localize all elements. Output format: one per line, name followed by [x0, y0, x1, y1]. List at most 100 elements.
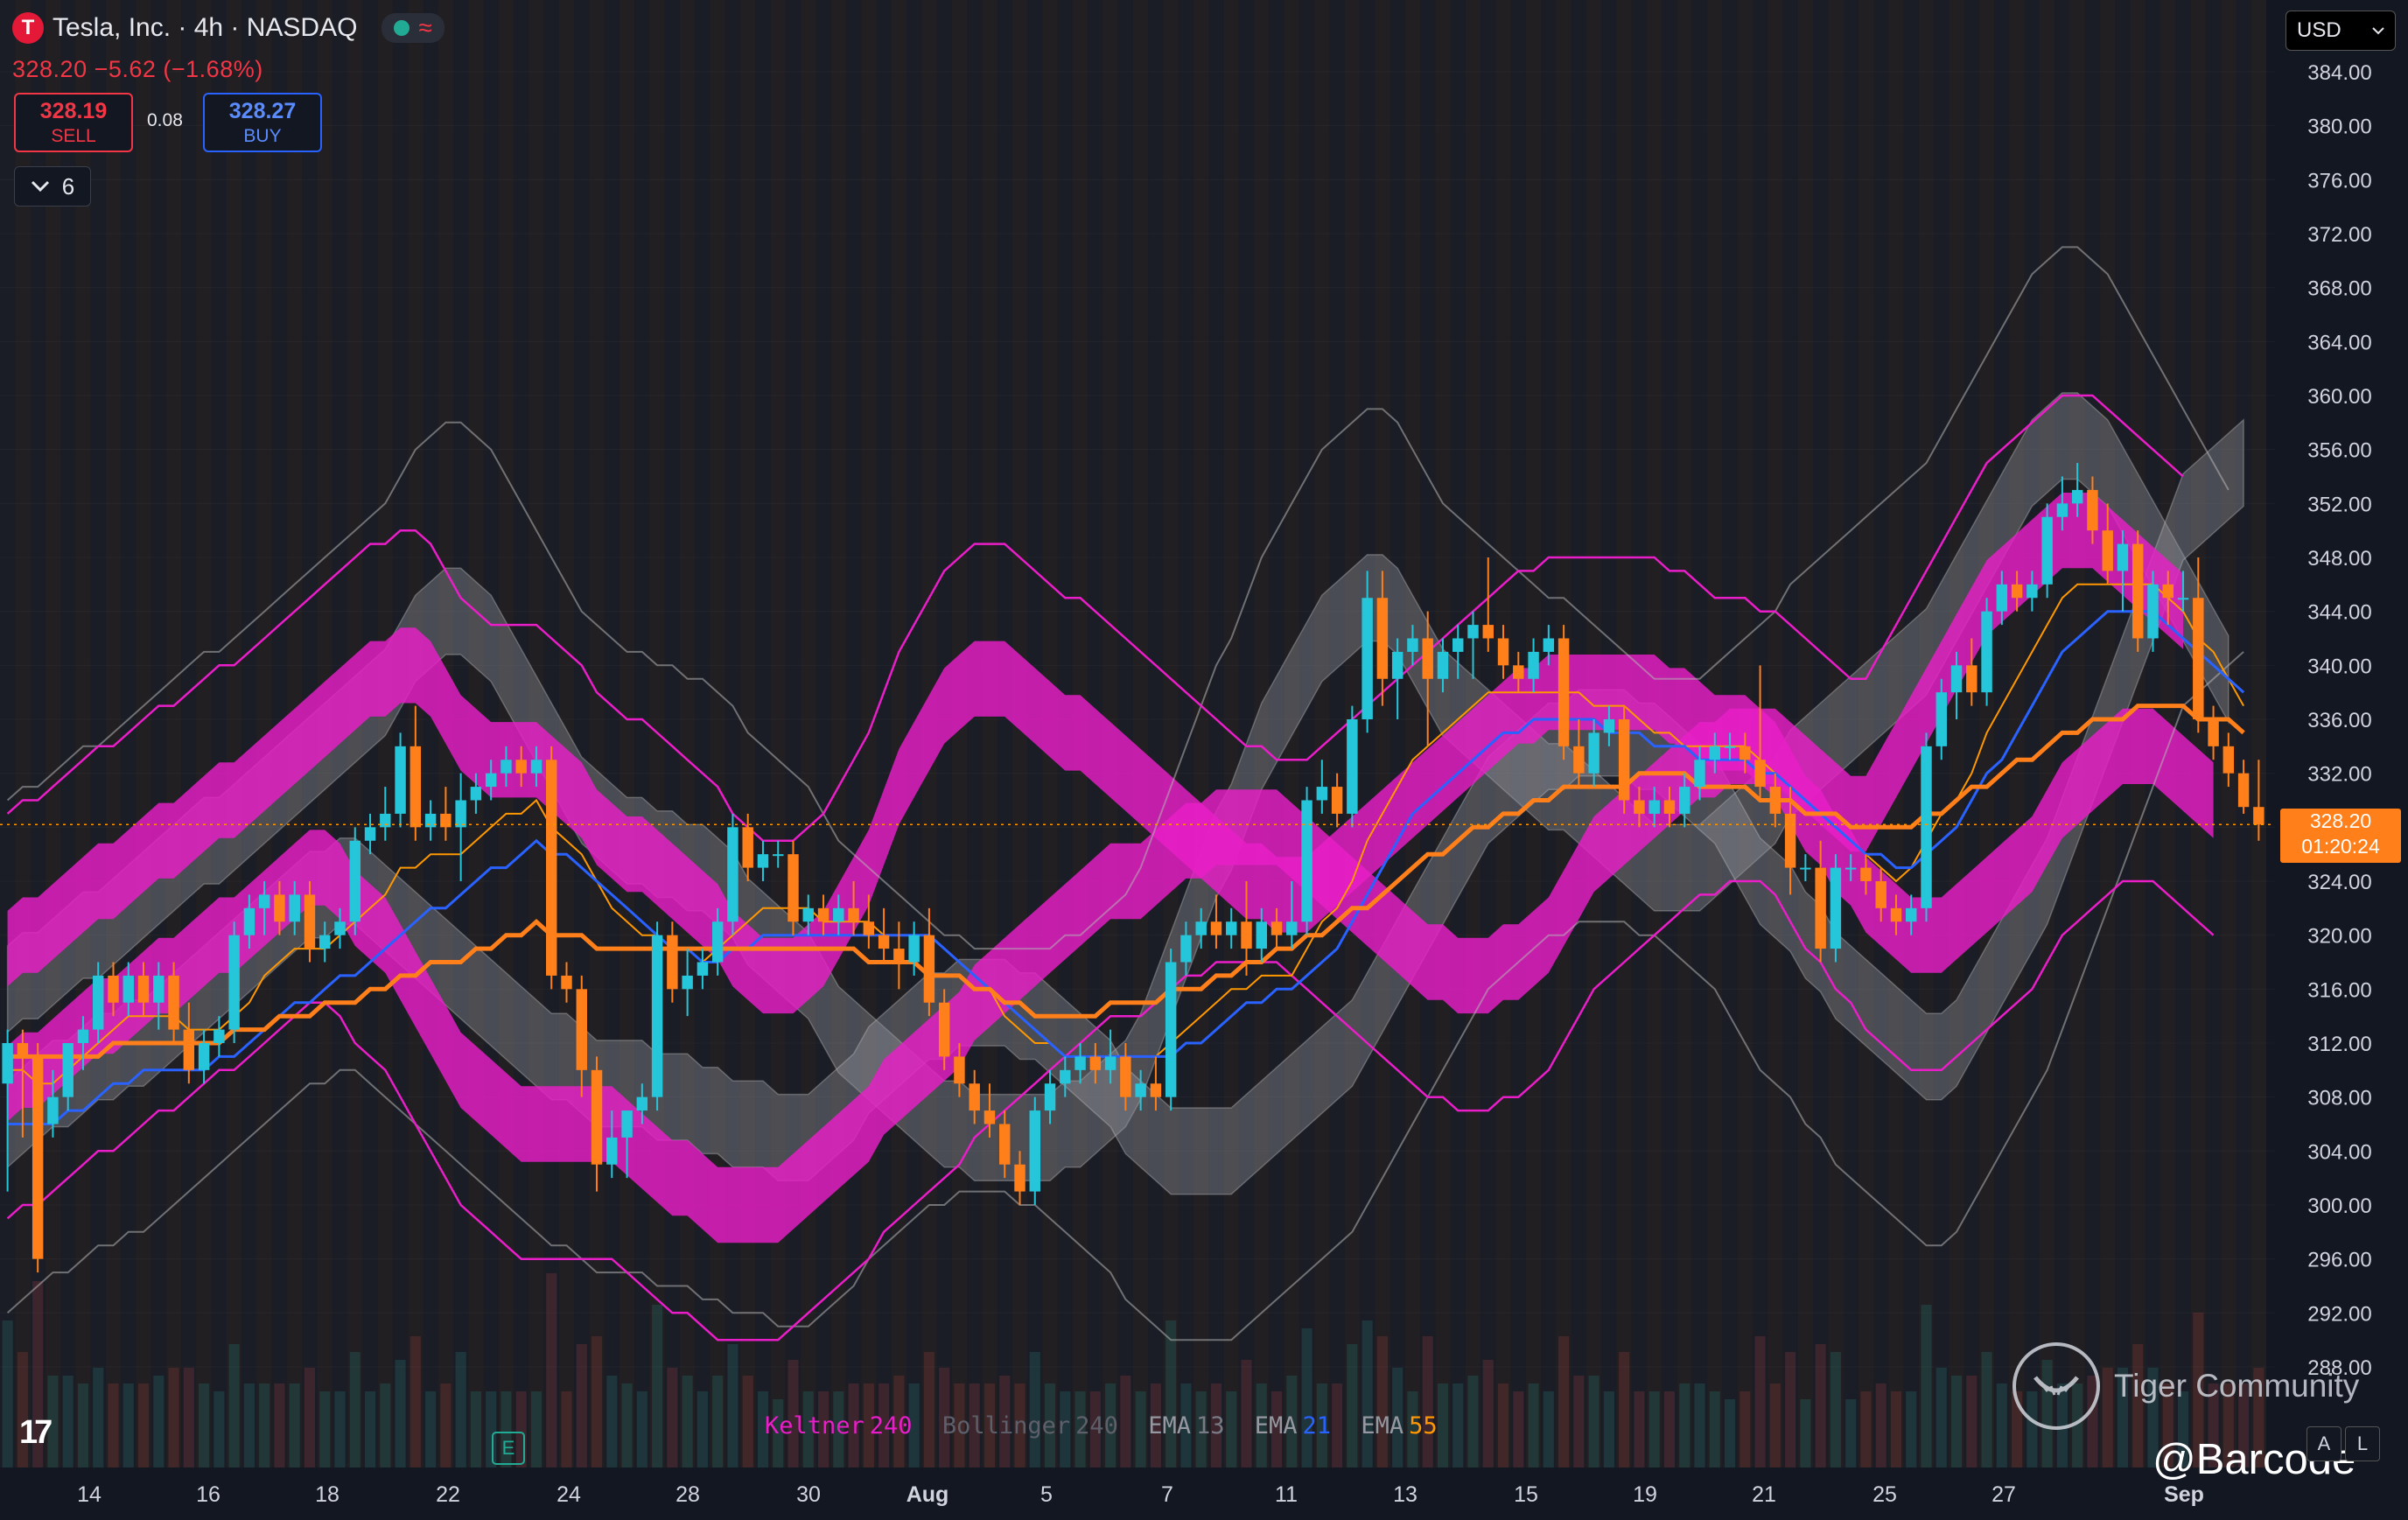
- volume-bar: [349, 1352, 360, 1467]
- candle: [938, 989, 950, 1070]
- volume-bar: [833, 1391, 844, 1467]
- candle: [1407, 625, 1418, 666]
- volume-bar: [1392, 1368, 1404, 1467]
- candle-body: [848, 907, 859, 922]
- volume-bar: [1074, 1391, 1086, 1467]
- auto-scale-button[interactable]: A: [2306, 1426, 2342, 1461]
- volume-bar: [304, 1368, 316, 1467]
- legend-ema13-name[interactable]: EMA: [1148, 1412, 1191, 1439]
- candle-body: [319, 935, 331, 949]
- volume-bar: [1740, 1391, 1751, 1467]
- candle: [32, 1043, 44, 1273]
- volume-bar: [364, 1391, 376, 1467]
- volume-bar: [2147, 1368, 2159, 1467]
- time-tick-label: 15: [1514, 1482, 1538, 1507]
- tradingview-logo[interactable]: 17: [19, 1414, 52, 1451]
- volume-bar: [1815, 1344, 1826, 1467]
- legend-ema55-name[interactable]: EMA: [1361, 1412, 1404, 1439]
- candle-body: [1663, 800, 1676, 814]
- volume-bar: [1921, 1305, 1932, 1467]
- log-scale-button[interactable]: L: [2345, 1426, 2380, 1461]
- symbol-title[interactable]: Tesla, Inc. · 4h · NASDAQ: [52, 13, 358, 42]
- candle: [2193, 557, 2204, 733]
- volume-bar: [1241, 1360, 1252, 1467]
- price-axis[interactable]: 384.00 380.00 376.00 372.00 368.00 364.00 360.…: [2275, 0, 2408, 1467]
- time-tick-label: Sep: [2164, 1482, 2204, 1507]
- candle-body: [440, 813, 452, 828]
- symbol-header[interactable]: T Tesla, Inc. · 4h · NASDAQ ≈: [12, 12, 444, 44]
- volume-bar: [32, 1281, 44, 1467]
- session-stripe: [710, 0, 725, 1467]
- candle: [1996, 571, 2008, 626]
- price-tick-label: 288.00: [2307, 1356, 2371, 1380]
- volume-bar: [1060, 1391, 1071, 1467]
- candle: [1618, 705, 1630, 814]
- volume-bar: [47, 1376, 59, 1467]
- session-stripe: [75, 0, 91, 1467]
- watermark-text: Tiger Community: [2114, 1368, 2360, 1404]
- volume-bar: [486, 1391, 497, 1467]
- earnings-event-icon[interactable]: E: [492, 1432, 525, 1465]
- volume-bar: [1316, 1383, 1327, 1467]
- candle-body: [2132, 543, 2144, 639]
- time-tick-label: 7: [1161, 1482, 1173, 1507]
- candle: [1060, 1056, 1071, 1097]
- price-tick-label: 304.00: [2307, 1140, 2371, 1164]
- legend-keltner-name[interactable]: Keltner: [765, 1412, 864, 1439]
- volume-bar: [954, 1383, 965, 1467]
- candle-body: [696, 962, 709, 976]
- candle-body: [274, 894, 285, 922]
- candle: [2237, 760, 2250, 814]
- volume-bar: [2, 1320, 13, 1467]
- candle-body: [2087, 489, 2098, 531]
- price-tick-label: 376.00: [2307, 169, 2371, 193]
- legend-bollinger-name[interactable]: Bollinger: [942, 1412, 1071, 1439]
- candle: [1286, 881, 1298, 949]
- candle-body: [2193, 598, 2204, 719]
- candle-body: [1573, 746, 1585, 774]
- candle: [1316, 760, 1328, 814]
- volume-bar: [1226, 1391, 1237, 1467]
- volume-bar: [243, 1383, 255, 1467]
- volume-bar: [380, 1383, 391, 1467]
- indicators-toggle-button[interactable]: 6: [14, 166, 91, 207]
- session-stripe: [150, 0, 166, 1467]
- candle: [546, 746, 557, 990]
- time-axis[interactable]: 14 16 18 22 24 28 30 Aug 5 7 11 13 15 19 21 25 27 Sep: [0, 1467, 2408, 1520]
- candle-body: [1060, 1069, 1071, 1084]
- candle: [17, 1029, 29, 1138]
- session-stripe: [2024, 0, 2040, 1467]
- volume-bar: [1754, 1336, 1766, 1467]
- currency-select[interactable]: USD: [2286, 11, 2396, 51]
- candle-body: [1467, 625, 1479, 639]
- candle-body: [470, 787, 482, 801]
- sell-button[interactable]: 328.19 SELL: [14, 93, 133, 152]
- indicator-legend[interactable]: Keltner 240 Bollinger 240 EMA 13 EMA 21 EMA 5…: [765, 1412, 1443, 1439]
- volume-bar: [440, 1383, 452, 1467]
- legend-ema21-name[interactable]: EMA: [1254, 1412, 1298, 1439]
- price-tick-label: 308.00: [2307, 1087, 2371, 1110]
- candle: [908, 921, 920, 976]
- candle-body: [122, 975, 134, 1003]
- session-stripe: [982, 0, 998, 1467]
- candle: [802, 894, 814, 935]
- sell-price: 328.19: [39, 98, 108, 123]
- candle-body: [878, 935, 890, 949]
- session-stripe: [2175, 0, 2191, 1467]
- price-tick-label: 320.00: [2307, 925, 2371, 949]
- volume-bar: [395, 1360, 406, 1467]
- buy-button[interactable]: 328.27 BUY: [203, 93, 322, 152]
- candle-body: [1452, 638, 1464, 652]
- candle: [2102, 503, 2113, 585]
- candle: [773, 840, 784, 868]
- candle: [77, 1016, 89, 1070]
- candle: [364, 813, 376, 855]
- market-status[interactable]: ≈: [382, 13, 444, 43]
- volume-bar: [878, 1383, 890, 1467]
- volume-bar: [93, 1368, 104, 1467]
- candle-body: [168, 975, 179, 1030]
- session-stripe: [0, 0, 16, 1467]
- candle-body: [1648, 800, 1660, 814]
- candle-body: [1226, 921, 1237, 935]
